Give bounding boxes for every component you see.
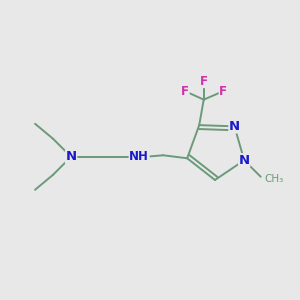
Text: N: N: [65, 150, 76, 163]
Text: F: F: [200, 74, 208, 88]
Text: N: N: [238, 154, 250, 167]
Text: NH: NH: [129, 150, 149, 163]
Text: N: N: [229, 120, 240, 133]
Text: F: F: [219, 85, 227, 98]
Text: F: F: [181, 85, 189, 98]
Text: CH₃: CH₃: [264, 174, 284, 184]
